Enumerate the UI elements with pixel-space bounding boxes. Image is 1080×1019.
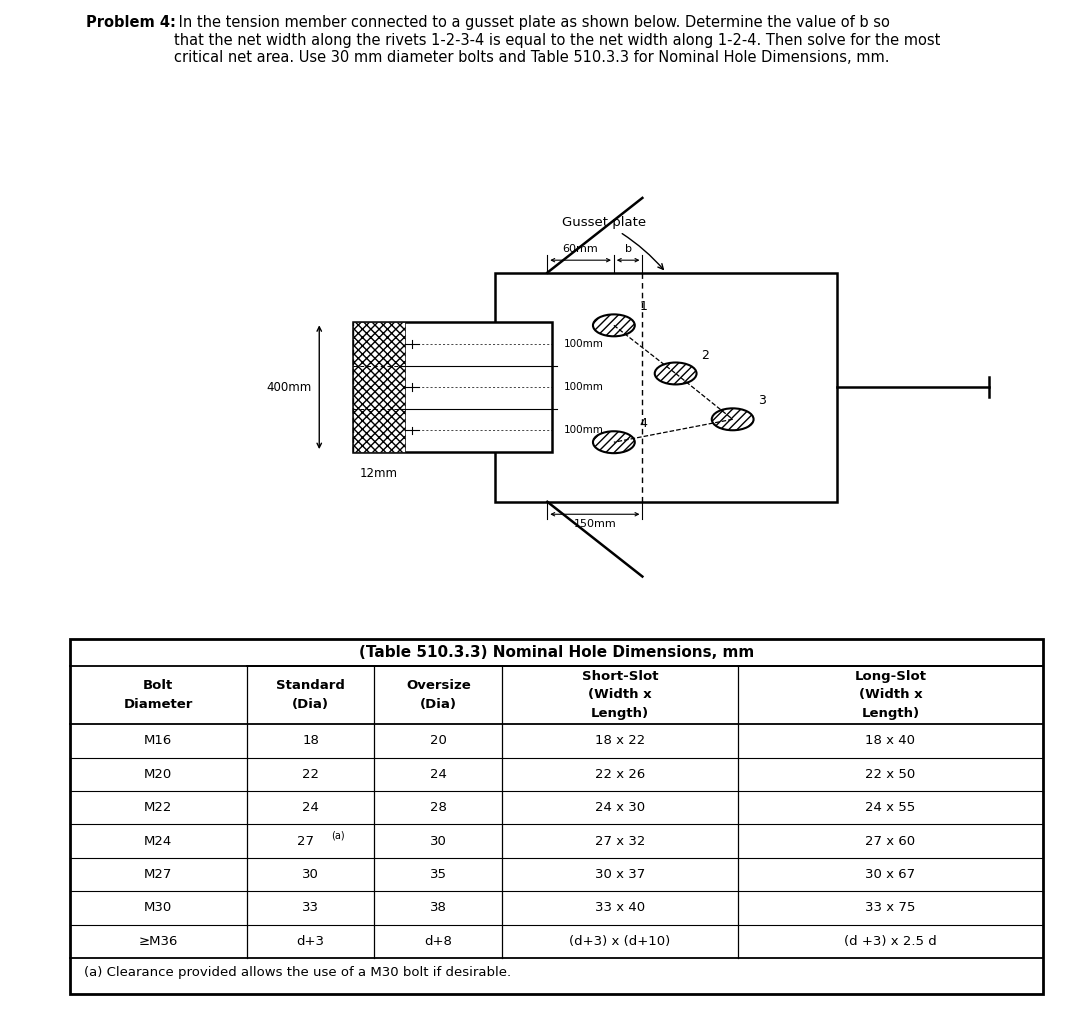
Text: Oversize: Oversize (406, 679, 471, 692)
Text: 27 x 32: 27 x 32 (595, 835, 645, 848)
Text: (Width x: (Width x (859, 689, 922, 701)
Text: b: b (624, 245, 632, 254)
Text: Long-Slot: Long-Slot (854, 669, 927, 683)
Text: M16: M16 (144, 735, 173, 747)
Text: 3: 3 (758, 394, 766, 408)
Text: 18: 18 (302, 735, 319, 747)
Text: 24: 24 (302, 801, 319, 814)
Text: Bolt: Bolt (143, 679, 173, 692)
Text: 150mm: 150mm (573, 520, 617, 529)
Text: Short-Slot: Short-Slot (582, 669, 659, 683)
Text: 30 x 37: 30 x 37 (595, 868, 645, 881)
Text: 22: 22 (302, 767, 319, 781)
Bar (352, 322, 552, 452)
Text: 24: 24 (430, 767, 447, 781)
Text: Problem 4:: Problem 4: (86, 15, 176, 31)
Text: 24 x 55: 24 x 55 (865, 801, 916, 814)
Text: 4: 4 (639, 417, 647, 430)
Text: 18 x 40: 18 x 40 (865, 735, 916, 747)
Text: (Table 510.3.3) Nominal Hole Dimensions, mm: (Table 510.3.3) Nominal Hole Dimensions,… (359, 645, 754, 660)
Text: (Dia): (Dia) (292, 698, 329, 711)
Text: (a) Clearance provided allows the use of a M30 bolt if desirable.: (a) Clearance provided allows the use of… (84, 966, 512, 979)
Text: 33 x 40: 33 x 40 (595, 902, 645, 914)
Text: (Width x: (Width x (589, 689, 652, 701)
Text: M22: M22 (144, 801, 173, 814)
Bar (495, 273, 837, 501)
Circle shape (712, 409, 754, 430)
Text: 27: 27 (297, 835, 314, 848)
Text: 33 x 75: 33 x 75 (865, 902, 916, 914)
Circle shape (654, 363, 697, 384)
Text: 18 x 22: 18 x 22 (595, 735, 645, 747)
Text: 33: 33 (302, 902, 319, 914)
Text: Gusset plate: Gusset plate (562, 216, 663, 269)
Text: Length): Length) (861, 707, 919, 720)
Circle shape (593, 315, 635, 336)
Text: ≥M36: ≥M36 (138, 934, 178, 948)
Text: d+3: d+3 (297, 934, 324, 948)
Text: Diameter: Diameter (123, 698, 193, 711)
Text: In the tension member connected to a gusset plate as shown below. Determine the : In the tension member connected to a gus… (174, 15, 941, 65)
Text: Length): Length) (591, 707, 649, 720)
Text: (a): (a) (332, 830, 345, 841)
Circle shape (593, 431, 635, 453)
Text: 35: 35 (430, 868, 447, 881)
Text: (d +3) x 2.5 d: (d +3) x 2.5 d (843, 934, 936, 948)
Text: 30: 30 (430, 835, 447, 848)
Text: 38: 38 (430, 902, 447, 914)
Text: M24: M24 (144, 835, 173, 848)
Text: 24 x 30: 24 x 30 (595, 801, 645, 814)
Text: 2: 2 (701, 348, 710, 362)
Text: 60mm: 60mm (563, 245, 598, 254)
Text: 100mm: 100mm (564, 425, 604, 435)
Text: 22 x 26: 22 x 26 (595, 767, 645, 781)
Text: M30: M30 (144, 902, 173, 914)
Text: (d+3) x (d+10): (d+3) x (d+10) (569, 934, 671, 948)
Text: 22 x 50: 22 x 50 (865, 767, 916, 781)
Text: 1: 1 (639, 301, 647, 314)
Text: 28: 28 (430, 801, 447, 814)
Text: Standard: Standard (276, 679, 345, 692)
Text: M27: M27 (144, 868, 173, 881)
Text: 30: 30 (302, 868, 319, 881)
Text: 12mm: 12mm (360, 467, 397, 480)
Text: (Dia): (Dia) (420, 698, 457, 711)
Text: 20: 20 (430, 735, 447, 747)
Text: 100mm: 100mm (564, 382, 604, 392)
Text: d+8: d+8 (424, 934, 453, 948)
Text: 400mm: 400mm (267, 381, 312, 393)
Bar (352, 322, 405, 452)
Text: M20: M20 (144, 767, 173, 781)
Text: 100mm: 100mm (564, 339, 604, 350)
Text: 30 x 67: 30 x 67 (865, 868, 916, 881)
Text: 27 x 60: 27 x 60 (865, 835, 916, 848)
